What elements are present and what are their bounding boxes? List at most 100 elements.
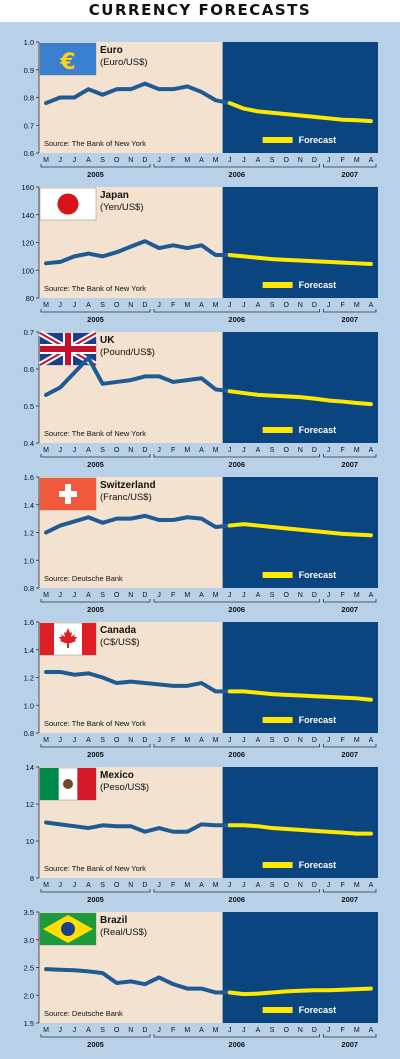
chart-title: Euro xyxy=(100,45,123,56)
forecast-panel xyxy=(222,42,378,153)
legend-swatch xyxy=(262,427,293,433)
x-tick-label: J xyxy=(327,882,331,889)
x-tick-label: M xyxy=(43,737,49,744)
year-bracket xyxy=(153,309,320,313)
year-bracket xyxy=(40,744,151,748)
y-tick-label: 12 xyxy=(26,800,34,809)
year-bracket xyxy=(153,599,320,603)
x-tick-label: J xyxy=(73,302,77,309)
y-tick-label: 0.9 xyxy=(24,66,34,75)
chart-subtitle: (Franc/US$) xyxy=(100,492,152,503)
y-tick-label: 1.4 xyxy=(24,646,34,655)
x-tick-label: A xyxy=(199,592,204,599)
y-tick-label: 10 xyxy=(26,837,34,846)
x-tick-label: J xyxy=(242,882,246,889)
x-tick-label: A xyxy=(256,447,261,454)
year-label: 2006 xyxy=(228,750,245,759)
chart-title: Canada xyxy=(100,625,137,636)
y-tick-label: 2.0 xyxy=(24,991,34,1000)
x-tick-label: F xyxy=(341,737,345,744)
x-tick-label: A xyxy=(256,737,261,744)
forecast-panel xyxy=(222,767,378,878)
maple-leaf xyxy=(59,628,77,648)
y-tick-label: 1.5 xyxy=(24,1019,34,1028)
legend-swatch xyxy=(262,862,293,868)
x-tick-label: A xyxy=(86,592,91,599)
flag-cross xyxy=(59,491,77,497)
year-bracket xyxy=(153,744,320,748)
x-tick-label: F xyxy=(341,157,345,164)
x-tick-label: S xyxy=(270,592,275,599)
x-tick-label: N xyxy=(128,302,133,309)
year-bracket xyxy=(40,164,151,168)
x-tick-label: M xyxy=(184,592,190,599)
x-tick-label: F xyxy=(171,1027,175,1034)
series-line-forecast xyxy=(227,522,373,538)
y-tick-label: 0.8 xyxy=(24,584,34,593)
x-tick-label: J xyxy=(242,737,246,744)
legend-label: Forecast xyxy=(299,425,337,435)
forecast-panel xyxy=(222,622,378,733)
x-tick-label: M xyxy=(43,1027,49,1034)
x-tick-label: S xyxy=(270,1027,275,1034)
y-tick-label: 0.8 xyxy=(24,729,34,738)
year-label: 2005 xyxy=(87,460,104,469)
x-tick-label: J xyxy=(157,882,161,889)
year-label: 2005 xyxy=(87,750,104,759)
euro-symbol: € xyxy=(59,50,75,75)
chart-brazil: 3.5 3.0 2.5 2.0 1.5 Brazil(Real/US$) Source: D… xyxy=(24,908,378,1049)
currency-charts: 1.0 0.9 0.8 0.7 0.6 € Euro(Euro/US$) Source: Th… xyxy=(21,38,378,1049)
x-tick-label: N xyxy=(298,157,303,164)
series-line-actual xyxy=(44,513,232,535)
x-tick-label: N xyxy=(128,737,133,744)
x-tick-label: N xyxy=(298,302,303,309)
x-tick-label: D xyxy=(312,447,317,454)
year-bracket xyxy=(323,164,377,168)
year-label: 2005 xyxy=(87,895,104,904)
x-tick-label: F xyxy=(171,592,175,599)
x-tick-label: J xyxy=(157,302,161,309)
x-tick-label: J xyxy=(73,882,77,889)
x-tick-label: M xyxy=(43,302,49,309)
year-bracket xyxy=(153,454,320,458)
x-tick-label: O xyxy=(114,882,120,889)
x-tick-label: S xyxy=(100,157,105,164)
series-line-actual xyxy=(44,820,232,834)
x-tick-label: N xyxy=(298,592,303,599)
x-tick-label: J xyxy=(228,157,232,164)
x-tick-label: O xyxy=(114,592,120,599)
legend-swatch xyxy=(262,717,293,723)
x-tick-label: D xyxy=(312,592,317,599)
legend-swatch xyxy=(262,282,293,288)
x-tick-label: A xyxy=(199,1027,204,1034)
x-tick-label: J xyxy=(327,592,331,599)
x-tick-label: M xyxy=(213,302,219,309)
x-tick-label: J xyxy=(58,1027,62,1034)
chart-title: UK xyxy=(100,335,115,346)
x-tick-label: J xyxy=(228,882,232,889)
legend-label: Forecast xyxy=(299,860,337,870)
x-tick-label: S xyxy=(270,882,275,889)
x-tick-label: N xyxy=(128,447,133,454)
x-tick-label: O xyxy=(114,157,120,164)
year-label: 2006 xyxy=(228,895,245,904)
y-tick-label: 1.2 xyxy=(24,674,34,683)
y-tick-label: 160 xyxy=(21,183,34,192)
y-tick-label: 0.6 xyxy=(24,365,34,374)
x-tick-label: J xyxy=(242,592,246,599)
x-tick-label: A xyxy=(369,882,374,889)
x-tick-label: J xyxy=(327,157,331,164)
y-tick-label: 120 xyxy=(21,239,34,248)
x-tick-label: O xyxy=(114,447,120,454)
x-tick-label: J xyxy=(157,157,161,164)
x-tick-label: F xyxy=(171,737,175,744)
x-tick-label: A xyxy=(86,1027,91,1034)
chart-title: Mexico xyxy=(100,770,134,781)
year-bracket xyxy=(323,889,377,893)
x-tick-label: J xyxy=(228,592,232,599)
year-label: 2006 xyxy=(228,460,245,469)
x-tick-label: A xyxy=(256,1027,261,1034)
year-label: 2007 xyxy=(341,750,358,759)
x-tick-label: A xyxy=(256,157,261,164)
series-line-actual xyxy=(44,967,232,995)
